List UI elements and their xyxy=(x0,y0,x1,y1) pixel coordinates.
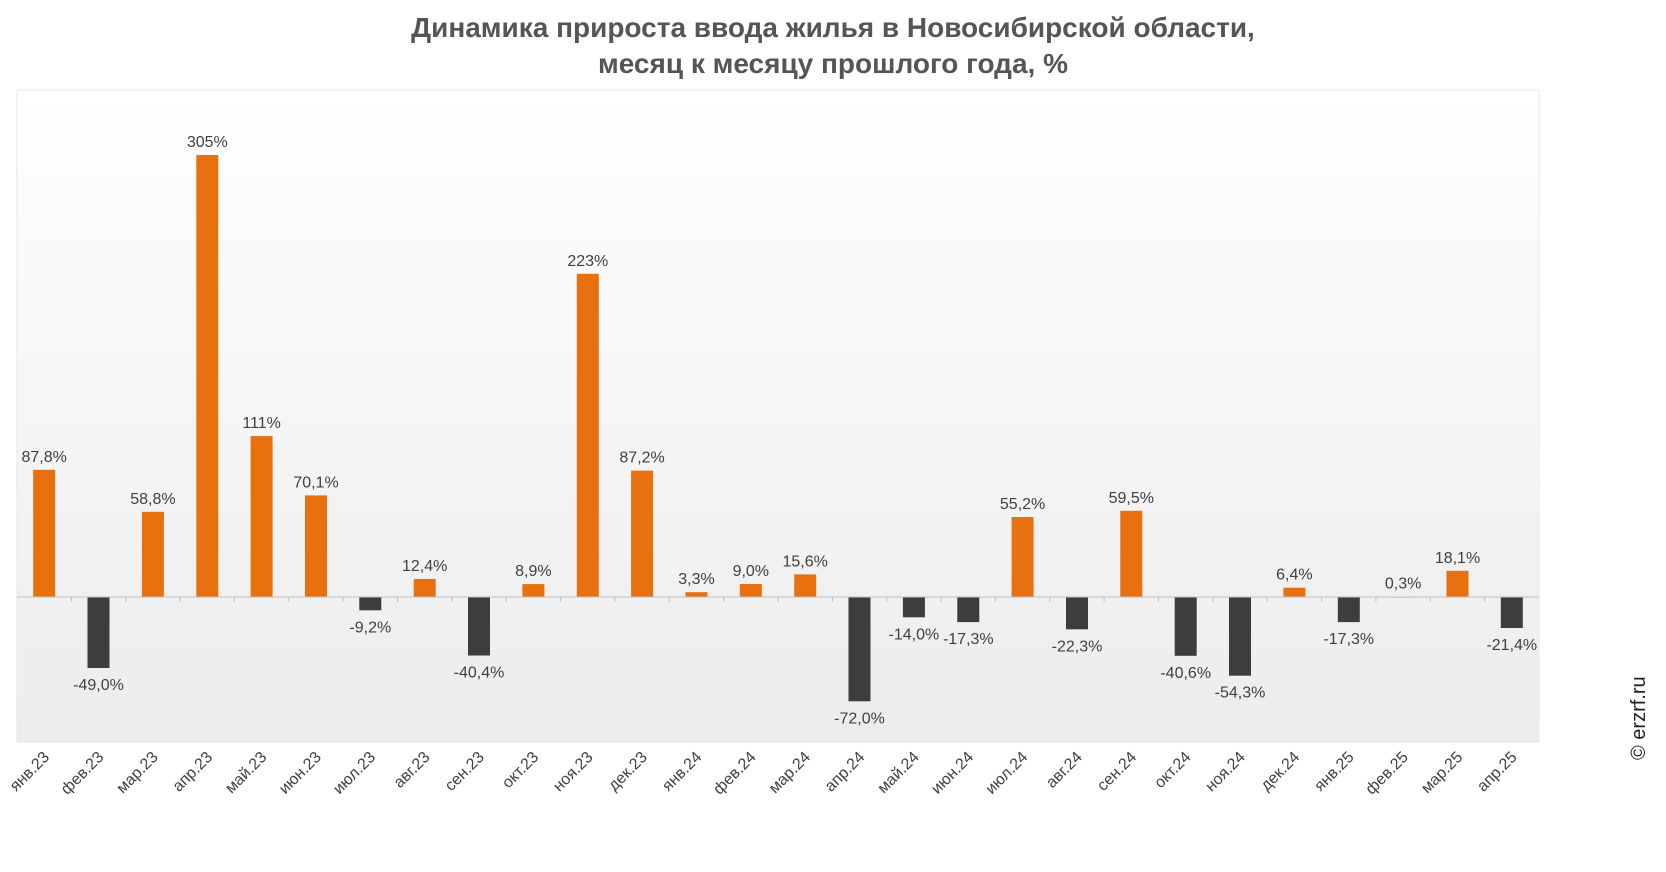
data-label: 87,8% xyxy=(22,449,67,466)
bar xyxy=(1120,510,1143,597)
x-axis-label: июл.23 xyxy=(330,749,379,798)
data-label: 58,8% xyxy=(130,491,175,508)
data-label: 12,4% xyxy=(402,558,447,575)
x-axis-label: окт.24 xyxy=(1151,749,1194,792)
x-axis-label: апр.24 xyxy=(822,749,869,796)
data-label: -40,6% xyxy=(1160,665,1211,682)
data-labels-group: 87,8% -49,0% 58,8% 305% 111% 70,1% -9,2% 12,4% -… xyxy=(22,134,1538,727)
x-axis-label: авг.23 xyxy=(391,749,434,792)
plot-area xyxy=(16,89,1540,743)
bar xyxy=(87,597,110,668)
chart-title-line-2: месяц к месяцу прошлого года, % xyxy=(598,48,1068,79)
x-axis-label: дек.24 xyxy=(1258,749,1304,795)
x-axis-label: авг.24 xyxy=(1043,749,1086,792)
data-label: 87,2% xyxy=(619,450,664,467)
data-label: 6,4% xyxy=(1276,567,1312,584)
bar xyxy=(1337,597,1360,623)
data-label: 0,3% xyxy=(1385,576,1421,593)
bar xyxy=(1011,517,1034,597)
data-label: 9,0% xyxy=(733,563,769,580)
bar xyxy=(250,436,273,597)
x-axis-label: окт.23 xyxy=(499,749,542,792)
bar xyxy=(359,597,382,611)
bar xyxy=(576,273,599,597)
bar xyxy=(413,579,436,597)
bar xyxy=(1174,597,1197,656)
x-axis-labels-group: янв.23 фев.23 мар.23 апр.23 май.23 июн.23 июл.… xyxy=(7,749,1521,798)
data-label: 18,1% xyxy=(1435,550,1480,567)
x-axis-label: мар.25 xyxy=(1418,749,1466,797)
x-axis-label: мар.23 xyxy=(114,749,162,797)
bar xyxy=(468,597,490,656)
chart-title: Динамика прироста ввода жилья в Новосиби… xyxy=(0,10,1666,82)
data-label: -40,4% xyxy=(454,665,505,682)
bar xyxy=(685,592,708,597)
x-axis-label: сен.24 xyxy=(1094,749,1140,795)
x-axis-label: май.24 xyxy=(875,749,923,797)
bar xyxy=(196,155,219,597)
x-axis-label: фев.24 xyxy=(710,749,759,798)
data-label: -9,2% xyxy=(349,619,391,636)
data-label: 70,1% xyxy=(293,474,338,491)
x-axis-label: фев.23 xyxy=(58,749,107,798)
x-axis-label: мар.24 xyxy=(766,749,814,797)
x-axis-label: янв.23 xyxy=(7,749,53,795)
data-label: -72,0% xyxy=(834,710,885,727)
data-label: 305% xyxy=(187,134,228,151)
x-axis-label: янв.25 xyxy=(1311,749,1357,795)
x-axis-label: июн.23 xyxy=(276,749,325,798)
x-axis-label: ноя.23 xyxy=(550,749,596,795)
bar xyxy=(1229,597,1251,676)
x-axis-label: фев.25 xyxy=(1363,749,1412,798)
bar xyxy=(141,511,164,597)
bar xyxy=(1283,587,1306,597)
x-axis-label: ноя.24 xyxy=(1202,749,1248,795)
bar xyxy=(848,597,871,702)
bars-group xyxy=(33,155,1523,702)
x-axis-label: апр.23 xyxy=(170,749,217,796)
bar xyxy=(522,584,545,597)
x-axis-label: май.23 xyxy=(222,749,270,797)
data-label: 59,5% xyxy=(1109,490,1154,507)
x-axis-label: июл.24 xyxy=(983,749,1032,798)
data-label: 3,3% xyxy=(678,571,714,588)
bar xyxy=(1446,570,1469,597)
data-label: -21,4% xyxy=(1486,637,1537,654)
bar xyxy=(33,469,56,597)
data-label: -17,3% xyxy=(1323,631,1374,648)
bar xyxy=(739,584,762,597)
x-axis-label: июн.24 xyxy=(928,749,977,798)
watermark: © erzrf.ru xyxy=(1628,676,1650,760)
data-label: 8,9% xyxy=(515,563,551,580)
data-label: 15,6% xyxy=(783,553,828,570)
data-label: 223% xyxy=(567,253,608,270)
data-label: -49,0% xyxy=(73,677,124,694)
data-label: -17,3% xyxy=(943,631,994,648)
bar xyxy=(902,597,925,618)
x-axis-label: дек.23 xyxy=(605,749,651,795)
bar xyxy=(305,495,327,597)
data-label: -14,0% xyxy=(889,626,940,643)
x-axis-label: апр.25 xyxy=(1474,749,1521,796)
chart-title-line-1: Динамика прироста ввода жилья в Новосиби… xyxy=(411,12,1255,43)
bar xyxy=(631,470,654,597)
bar xyxy=(1500,597,1523,628)
data-label: 55,2% xyxy=(1000,496,1045,513)
data-label: -54,3% xyxy=(1215,685,1266,702)
x-axis-ticks xyxy=(70,597,1486,602)
data-label: -22,3% xyxy=(1052,638,1103,655)
data-label: 111% xyxy=(242,415,281,432)
bar xyxy=(794,574,817,597)
x-axis-label: сен.23 xyxy=(442,749,488,795)
bar xyxy=(1066,597,1088,630)
bar xyxy=(957,597,980,623)
x-axis-label: янв.24 xyxy=(659,749,705,795)
